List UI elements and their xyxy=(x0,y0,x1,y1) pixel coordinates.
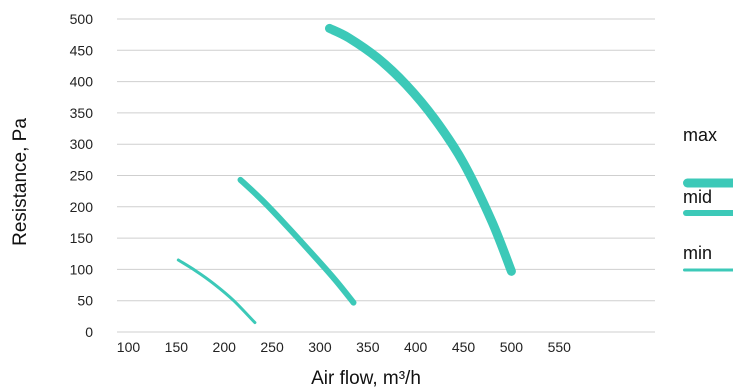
y-tick-labels: 0 50 100 150 200 250 300 350 400 450 500 xyxy=(70,11,94,340)
legend-item-mid: mid xyxy=(683,187,733,216)
x-tick-label-100: 100 xyxy=(117,339,141,355)
legend: max mid min xyxy=(683,125,733,272)
y-tick-label-100: 100 xyxy=(70,261,94,277)
y-tick-label-150: 150 xyxy=(70,230,94,246)
x-tick-label-200: 200 xyxy=(213,339,237,355)
x-tick-label-300: 300 xyxy=(308,339,332,355)
x-tick-label-150: 150 xyxy=(165,339,189,355)
y-tick-label-350: 350 xyxy=(70,105,94,121)
y-tick-label-300: 300 xyxy=(70,136,94,152)
series-line-max xyxy=(325,23,516,276)
x-tick-label-500: 500 xyxy=(500,339,524,355)
grid xyxy=(117,18,655,333)
y-tick-label-250: 250 xyxy=(70,168,94,184)
x-tick-label-350: 350 xyxy=(356,339,380,355)
legend-label-min: min xyxy=(683,243,712,263)
series-line-min xyxy=(176,258,257,325)
y-tick-label-400: 400 xyxy=(70,74,94,90)
y-tick-label-450: 450 xyxy=(70,42,94,58)
series-layer xyxy=(176,23,516,325)
y-tick-label-500: 500 xyxy=(70,11,94,27)
y-tick-label-0: 0 xyxy=(85,324,93,340)
x-tick-label-450: 450 xyxy=(452,339,476,355)
legend-item-min: min xyxy=(683,243,733,272)
x-tick-label-400: 400 xyxy=(404,339,428,355)
x-tick-labels: 100 150 200 250 300 350 400 450 500 550 xyxy=(117,339,571,355)
y-tick-label-50: 50 xyxy=(77,293,93,309)
series-line-mid xyxy=(237,176,357,306)
legend-label-max: max xyxy=(683,125,717,145)
y-axis-title: Resistance, Pa xyxy=(10,118,31,246)
x-axis-title: Air flow, m³/h xyxy=(311,368,421,389)
y-tick-label-200: 200 xyxy=(70,199,94,215)
x-tick-label-550: 550 xyxy=(548,339,572,355)
legend-item-max: max xyxy=(683,125,733,188)
x-tick-label-250: 250 xyxy=(260,339,284,355)
legend-label-mid: mid xyxy=(683,187,712,207)
